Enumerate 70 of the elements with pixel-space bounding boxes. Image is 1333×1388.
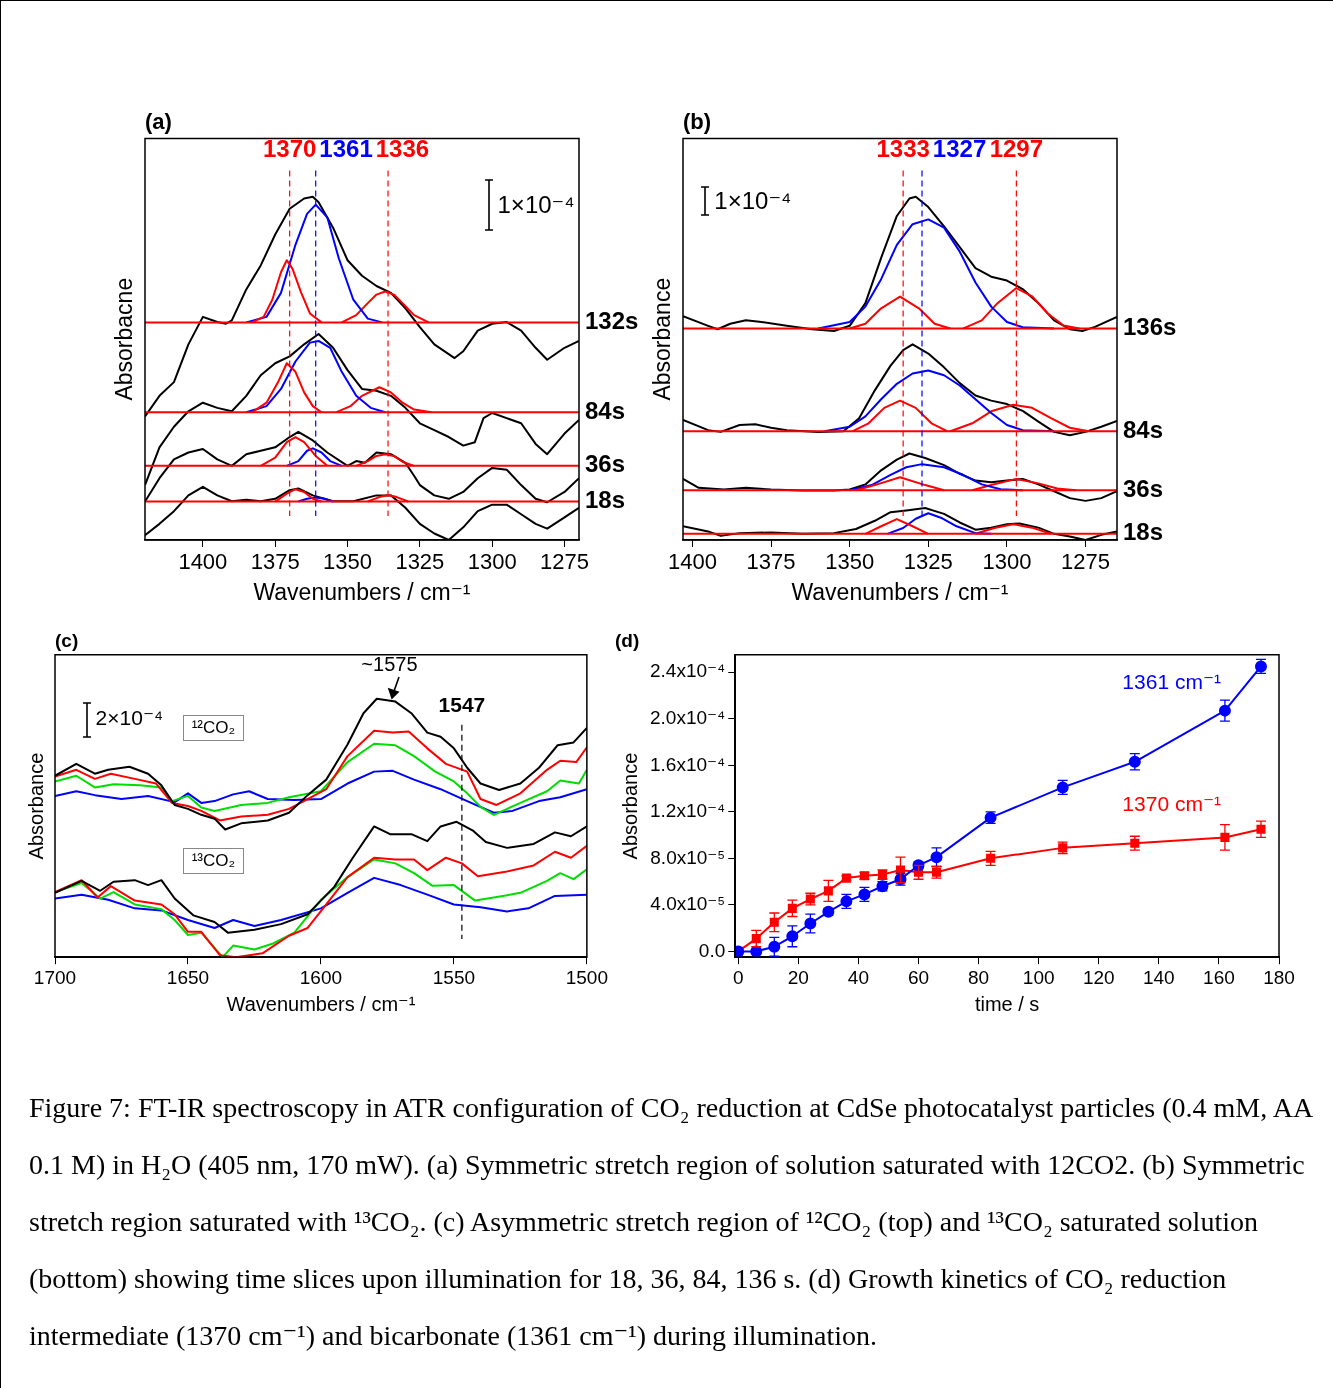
chart-title: (a)	[145, 109, 172, 135]
x-tick-label: 1375	[250, 549, 300, 575]
x-tick-label: 1400	[178, 549, 228, 575]
x-tick-label: 1700	[33, 966, 77, 988]
series-label: 84s	[1123, 415, 1164, 443]
chart-title: (c)	[55, 629, 79, 651]
x-tick-label: 1275	[1061, 549, 1111, 575]
x-tick-label: 20	[787, 966, 809, 988]
y-axis-title: Absorbance	[648, 277, 675, 401]
x-tick-label: 1375	[746, 549, 796, 575]
series-label: 136s	[1123, 313, 1177, 341]
x-tick-label: 120	[1082, 966, 1115, 988]
x-tick-label: 0	[732, 966, 744, 988]
series-label: 18s	[585, 486, 626, 514]
x-axis-title: time / s	[974, 992, 1040, 1015]
ref-line-label: 1336	[375, 135, 430, 163]
x-tick-label: 1275	[540, 549, 590, 575]
ref-line-label: 1297	[989, 135, 1044, 163]
x-axis-title: Wavenumbers / cm⁻¹	[253, 578, 471, 605]
annotation: ¹²CO₂	[182, 715, 245, 742]
series-label: 36s	[585, 450, 626, 478]
annotation: 1×10⁻⁴	[497, 190, 575, 219]
series-label: 18s	[1123, 518, 1164, 546]
annotation: 1×10⁻⁴	[714, 186, 792, 215]
x-tick-label: 1600	[299, 966, 343, 988]
x-tick-label: 1550	[432, 966, 476, 988]
caption: Figure 7: FT-IR spectroscopy in ATR configuration of CO₂ reduction at CdSe photocatalyst particles (0.4 mM, AA 0.1 M) in H₂O (405 nm, 170 mW). (a) Symmetric stretch region of solution saturated with 12CO2. (b) Symmetric stretch region saturated with ¹³CO₂. (c) Asymmetric stretch region of ¹²CO₂ (top) and ¹³CO₂ saturated solution (bottom) showing time slices upon illumination for 18, 36, 84, 136 s. (d) Growth kinetics of CO₂ reduction intermediate (1370 cm⁻¹) and bicarbonate (1361 cm⁻¹) during illumination.	[29, 1091, 1314, 1353]
x-tick-label: 1400	[667, 549, 717, 575]
ref-line-label: 1547	[438, 693, 486, 717]
x-tick-label: 1300	[467, 549, 517, 575]
x-tick-label: 1300	[982, 549, 1032, 575]
series-label: 1370 cm⁻¹	[1122, 792, 1221, 816]
x-tick-label: 1350	[825, 549, 875, 575]
x-tick-label: 40	[847, 966, 869, 988]
y-axis-title: Absorbance	[24, 752, 47, 860]
x-tick-label: 160	[1203, 966, 1235, 988]
series-label: 1361 cm⁻¹	[1122, 669, 1221, 693]
x-tick-label: 180	[1263, 966, 1295, 988]
y-axis-title: Absorbance	[618, 752, 641, 860]
y-tick-label: 2.4x10⁻⁴	[649, 660, 726, 682]
series-label: 132s	[585, 307, 639, 335]
y-axis-title: Absorbacne	[110, 277, 137, 401]
y-tick-label: 8.0x10⁻⁵	[650, 846, 726, 868]
x-tick-label: 1350	[323, 549, 373, 575]
x-tick-label: 1325	[903, 549, 953, 575]
x-tick-label: 1500	[565, 966, 609, 988]
ref-line-label: 1333	[876, 135, 930, 163]
annotation: ¹³CO₂	[182, 848, 245, 875]
x-axis-title: Wavenumbers / cm⁻¹	[791, 578, 1009, 605]
y-tick-label: 4.0x10⁻⁵	[650, 893, 726, 915]
x-tick-label: 1325	[395, 549, 445, 575]
x-tick-label: 140	[1142, 966, 1175, 988]
ref-line-label: 1327	[932, 135, 987, 163]
y-tick-label: 0.0	[698, 939, 726, 961]
ref-line-label: 1370	[262, 135, 317, 163]
y-tick-label: 1.6x10⁻⁴	[649, 753, 726, 775]
x-tick-label: 100	[1022, 966, 1055, 988]
ref-line-label: 1361	[319, 135, 373, 163]
annotation: 2×10⁻⁴	[95, 706, 163, 731]
y-tick-label: 2.0x10⁻⁴	[649, 707, 726, 728]
chart-title: (d)	[615, 629, 640, 651]
series-label: 36s	[1123, 474, 1164, 502]
annotation: ~1575	[361, 652, 418, 675]
y-tick-label: 1.2x10⁻⁴	[649, 800, 726, 822]
x-tick-label: 80	[968, 966, 990, 988]
chart-title: (b)	[683, 109, 712, 135]
x-axis-title: Wavenumbers / cm⁻¹	[226, 992, 416, 1015]
x-tick-label: 60	[907, 966, 930, 988]
series-label: 84s	[585, 396, 626, 424]
x-tick-label: 1650	[166, 966, 210, 988]
